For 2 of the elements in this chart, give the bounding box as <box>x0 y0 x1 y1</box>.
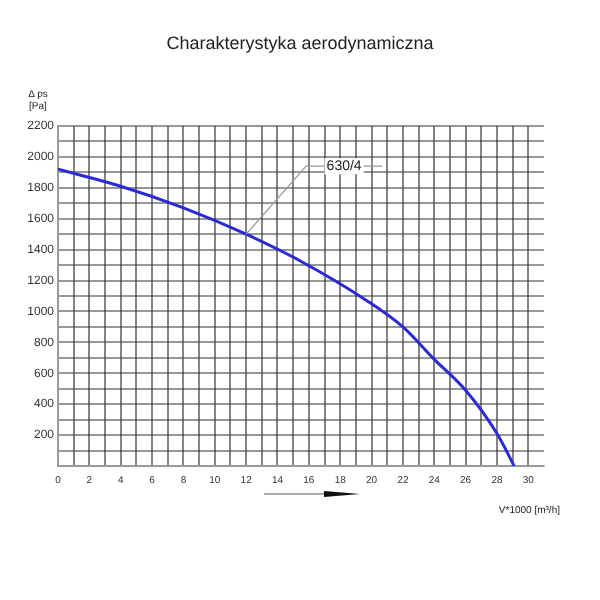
line-series <box>58 167 516 466</box>
chart-title: Charakterystyka aerodynamiczna <box>166 32 434 53</box>
